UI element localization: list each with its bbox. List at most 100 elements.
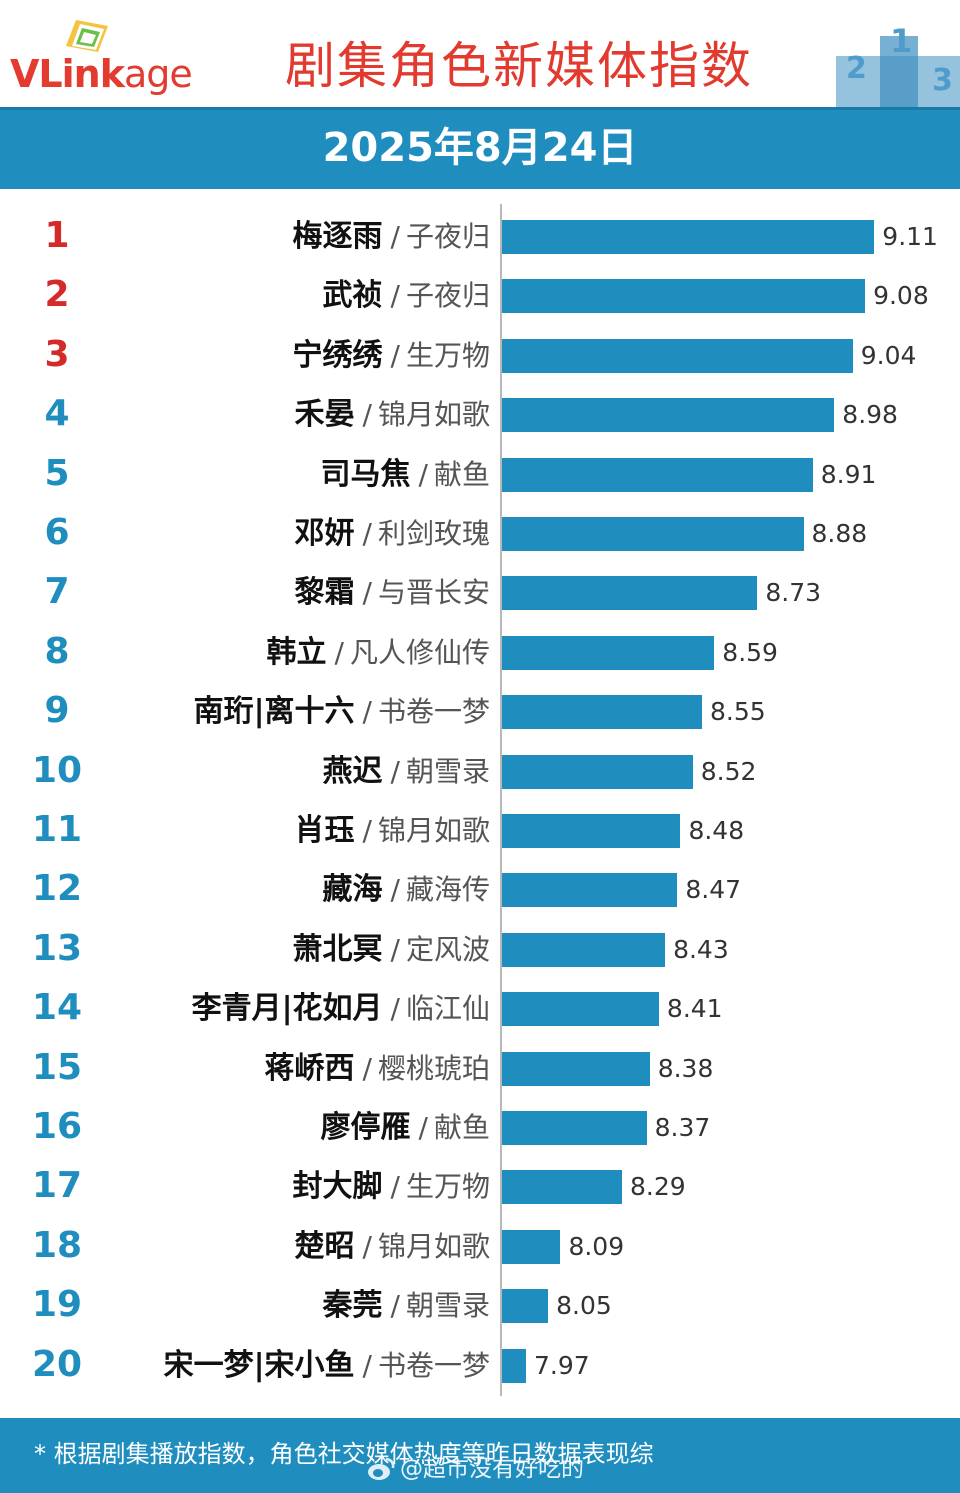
watermark: @超市没有好吃的: [400, 1456, 584, 1482]
bar-value-label: 8.52: [700, 756, 757, 786]
bar: [502, 338, 853, 373]
bar-value-label: 8.55: [710, 697, 766, 727]
bar-value-label: 8.48: [688, 816, 745, 845]
label-separator: /: [334, 635, 344, 669]
row-label: 禾晏 / 锦月如歌: [295, 395, 490, 439]
character-name: 宋一梦|宋小鱼: [163, 1347, 355, 1383]
bar-value-label: 8.37: [654, 1113, 711, 1142]
drama-name: 凡人修仙传: [349, 635, 490, 669]
ranking-bar-chart: 1 梅逐雨 / 子夜归 9.11 2 武祯 / 子夜归 9.08 3 宁绣绣 / 生万物 9.04 4 禾晏 / 锦…: [0, 204, 960, 1404]
chart-row: 15 蒋峤西 / 樱桃琥珀 8.38: [0, 1036, 960, 1095]
label-separator: /: [390, 932, 400, 966]
bar-value-label: 8.88: [811, 519, 868, 548]
bar: [502, 992, 659, 1027]
drama-name: 生万物: [405, 1170, 490, 1204]
svg-text:1: 1: [890, 22, 912, 60]
drama-name: 生万物: [405, 338, 490, 372]
bar: [502, 517, 804, 551]
rank-number: 17: [31, 1165, 83, 1207]
label-separator: /: [362, 517, 372, 550]
row-label: 封大脚 / 生万物: [293, 1167, 490, 1211]
row-label: 秦莞 / 朝雪录: [323, 1286, 490, 1330]
svg-text:3: 3: [932, 63, 953, 98]
rank-number: 18: [31, 1224, 83, 1266]
drama-name: 樱桃琥珀: [377, 1051, 490, 1085]
drama-name: 子夜归: [405, 279, 490, 313]
drama-name: 献鱼: [433, 457, 490, 491]
label-separator: /: [390, 279, 400, 313]
chart-row: 6 邓妍 / 利剑玫瑰 8.88: [0, 501, 960, 560]
character-name: 黎霜: [294, 575, 355, 611]
row-label: 黎霜 / 与晋长安: [295, 573, 490, 617]
chart-row: 10 燕迟 / 朝雪录 8.52: [0, 739, 960, 798]
label-separator: /: [390, 220, 400, 253]
bar-value-label: 8.98: [842, 400, 898, 430]
character-name: 楚昭: [294, 1228, 355, 1264]
bar-value-label: 7.97: [534, 1350, 590, 1380]
drama-name: 锦月如歌: [377, 1229, 490, 1263]
chart-row: 9 南珩|离十六 / 书卷一梦 8.55: [0, 679, 960, 738]
chart-row: 3 宁绣绣 / 生万物 9.04: [0, 323, 960, 382]
row-label: 藏海 / 藏海传: [323, 870, 490, 914]
label-separator: /: [390, 338, 400, 372]
row-label: 武祯 / 子夜归: [323, 276, 490, 320]
label-separator: /: [362, 695, 372, 729]
bar-value-label: 8.59: [722, 637, 778, 667]
bar: [502, 1111, 647, 1145]
logo-text: VLinkage: [10, 52, 193, 96]
drama-name: 献鱼: [433, 1111, 490, 1144]
character-name: 梅逐雨: [292, 219, 383, 254]
row-label: 蒋峤西 / 樱桃琥珀: [265, 1049, 490, 1093]
character-name: 封大脚: [292, 1169, 383, 1205]
bar-value-label: 8.38: [657, 1053, 714, 1083]
chart-row: 14 李青月|花如月 / 临江仙 8.41: [0, 976, 960, 1035]
row-label: 南珩|离十六 / 书卷一梦: [194, 692, 490, 736]
rank-number: 13: [31, 927, 83, 969]
chart-row: 18 楚昭 / 锦月如歌 8.09: [0, 1214, 960, 1273]
character-name: 邓妍: [294, 516, 355, 551]
row-label: 萧北冥 / 定风波: [293, 930, 490, 974]
rank-number: 3: [44, 333, 70, 375]
row-label: 梅逐雨 / 子夜归: [293, 217, 490, 261]
character-name: 李青月|花如月: [191, 991, 383, 1027]
rank-number: 6: [44, 512, 70, 553]
character-name: 南珩|离十六: [193, 694, 355, 730]
drama-name: 锦月如歌: [377, 814, 490, 847]
row-label: 司马焦 / 献鱼: [321, 455, 490, 499]
rank-number: 1: [44, 215, 70, 256]
character-name: 肖珏: [294, 813, 355, 848]
date-label: 2025年8月24日: [322, 125, 638, 171]
weibo-icon: [368, 1457, 395, 1480]
bar: [502, 932, 666, 967]
label-separator: /: [362, 1229, 372, 1263]
row-label: 宁绣绣 / 生万物: [293, 336, 490, 380]
row-label: 廖停雁 / 献鱼: [321, 1108, 490, 1152]
chart-row: 8 韩立 / 凡人修仙传 8.59: [0, 620, 960, 679]
rank-number: 9: [44, 690, 70, 732]
bar: [502, 1170, 622, 1205]
bar-value-label: 8.05: [556, 1291, 612, 1321]
character-name: 藏海: [322, 872, 383, 908]
bar: [502, 1229, 561, 1264]
bar-value-label: 8.41: [666, 994, 723, 1024]
label-separator: /: [362, 1348, 372, 1382]
rank-number: 2: [44, 274, 70, 316]
rank-number: 7: [44, 571, 70, 613]
character-name: 秦莞: [322, 1288, 383, 1324]
label-separator: /: [390, 873, 400, 907]
drama-name: 与晋长安: [377, 576, 490, 610]
vlinkage-logo: VLinkage: [10, 14, 220, 96]
drama-name: 临江仙: [405, 992, 490, 1026]
row-label: 肖珏 / 锦月如歌: [295, 811, 490, 855]
bar: [502, 814, 681, 848]
row-label: 宋一梦|宋小鱼 / 书卷一梦: [164, 1346, 490, 1390]
label-separator: /: [362, 576, 372, 610]
bar-value-label: 8.09: [568, 1231, 625, 1261]
label-separator: /: [390, 1170, 400, 1204]
drama-name: 朝雪录: [405, 754, 490, 788]
drama-name: 锦月如歌: [377, 398, 490, 432]
rank-number: 8: [44, 630, 70, 672]
rank-number: 4: [44, 393, 70, 435]
bar-value-label: 8.91: [820, 459, 877, 489]
chart-row: 19 秦莞 / 朝雪录 8.05: [0, 1273, 960, 1332]
